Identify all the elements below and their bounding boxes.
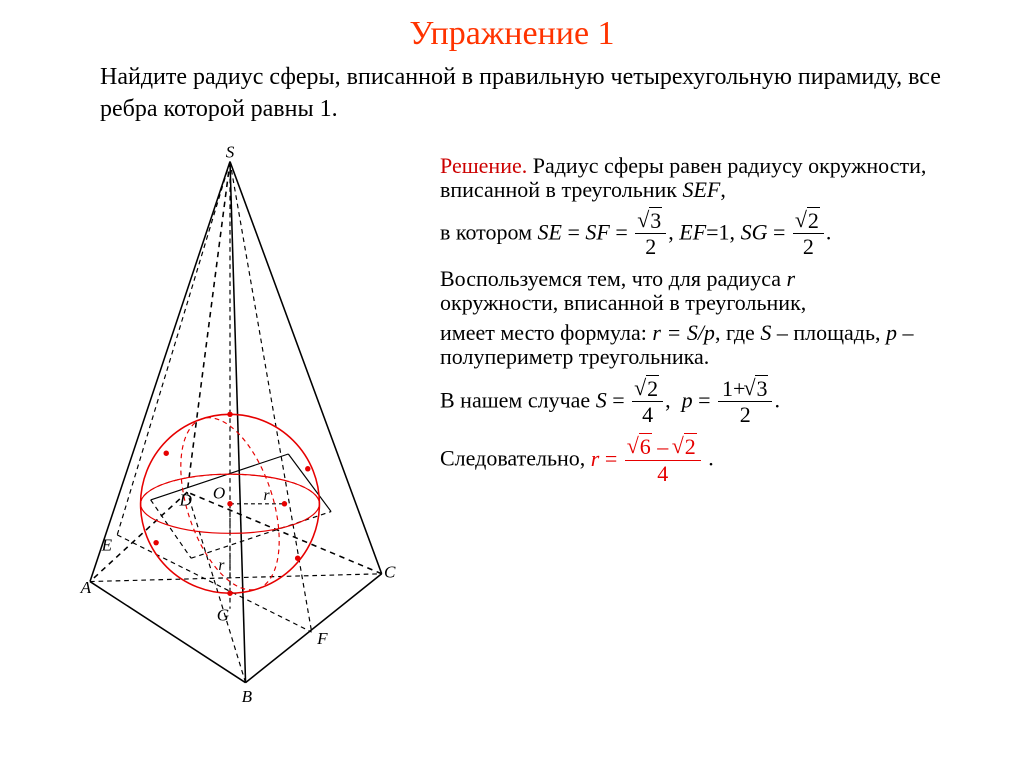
svg-text:r: r [263, 487, 270, 504]
comma1: , [720, 177, 726, 202]
frac-answer: 6 – 2 4 [625, 434, 701, 487]
comma2: , [668, 220, 674, 245]
svg-text:E: E [101, 535, 113, 554]
p-var2: p [682, 387, 693, 412]
problem-statement: Найдите радиус сферы, вписанной в правил… [100, 61, 954, 126]
den2a: 2 [635, 234, 666, 260]
eq2: = [615, 220, 633, 245]
eq5: = [698, 387, 716, 412]
sf: SF [585, 220, 609, 245]
p2a: в котором [440, 220, 538, 245]
svg-text:G: G [217, 605, 229, 624]
sef: SEF [682, 177, 720, 202]
den2b: 2 [793, 234, 824, 260]
eq1: = [567, 220, 585, 245]
r1: r [787, 266, 796, 291]
p4a: имеет место формула: [440, 320, 652, 345]
S1: S [760, 320, 771, 345]
eq4: = [612, 387, 630, 412]
dot1: . [826, 220, 832, 245]
p3b: окружности, вписанной в треугольник, [440, 290, 806, 315]
svg-text:A: A [80, 578, 92, 597]
comma3: , [665, 387, 671, 412]
dot2: . [774, 387, 780, 412]
num-sqrt3b: 3 [755, 375, 768, 401]
svg-text:O: O [213, 483, 225, 502]
eq3: = [773, 220, 791, 245]
p-var: p [886, 320, 897, 345]
p5a: В нашем случае [440, 387, 596, 412]
pyramid-diagram: S A B C D E F G O r r [30, 136, 430, 712]
frac-1psqrt3-2: 1+ 3 2 [718, 376, 772, 429]
p6: Следовательно, [440, 446, 591, 471]
frac-sqrt2-2: 2 2 [793, 208, 824, 261]
p4b: , где [715, 320, 760, 345]
svg-text:B: B [242, 687, 253, 706]
frac-sqrt2-4: 2 4 [632, 376, 663, 429]
ef-label: EF [679, 220, 706, 245]
num-sqrt3: 3 [649, 207, 662, 233]
sqrt2c: 2 [684, 433, 697, 459]
S2: S [596, 387, 607, 412]
eq6: = [605, 446, 623, 471]
svg-text:r: r [218, 557, 225, 574]
den4b: 4 [625, 461, 701, 487]
frac-sqrt3-2: 3 2 [635, 208, 666, 261]
ef-val: =1, [706, 220, 740, 245]
minus: – [652, 434, 674, 459]
svg-text:S: S [226, 146, 235, 162]
sqrt6: 6 [639, 433, 652, 459]
svg-text:F: F [316, 629, 328, 648]
one-plus: 1+ [722, 376, 745, 401]
dot3: . [708, 446, 714, 471]
solution-label: Решение. [440, 153, 527, 178]
solution-text: Решение. Радиус сферы равен радиусу окру… [430, 136, 994, 493]
page-title: Упражнение 1 [30, 15, 994, 53]
sg: SG [741, 220, 768, 245]
p4c: – площадь, [771, 320, 886, 345]
den2c: 2 [718, 402, 772, 428]
den4a: 4 [632, 402, 663, 428]
se: SE [538, 220, 562, 245]
r-final: r [591, 446, 600, 471]
p3: Воспользуемся тем, что для радиуса [440, 266, 787, 291]
svg-text:D: D [178, 490, 192, 509]
num-sqrt2: 2 [807, 207, 820, 233]
formula: r = S/p [652, 320, 715, 345]
svg-text:C: C [384, 562, 396, 581]
num-sqrt2b: 2 [646, 375, 659, 401]
content-row: S A B C D E F G O r r Решение. Радиус сф… [30, 136, 994, 712]
